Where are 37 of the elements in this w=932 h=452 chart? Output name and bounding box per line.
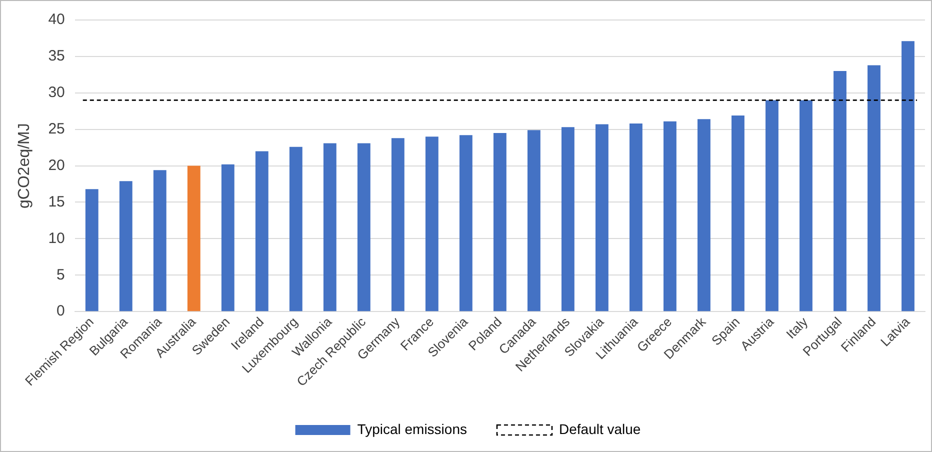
bar (221, 164, 234, 312)
bar (800, 100, 812, 312)
bar (187, 166, 200, 312)
bar (391, 138, 404, 312)
bar (357, 143, 370, 312)
bar (834, 71, 846, 312)
legend-label: Typical emissions (357, 420, 467, 437)
y-tick-label: 40 (48, 11, 65, 28)
bar (698, 119, 710, 312)
y-tick-label: 30 (48, 84, 65, 102)
y-tick-label: 0 (56, 302, 65, 320)
bar (425, 136, 438, 312)
bar (289, 146, 302, 312)
y-tick-label: 35 (48, 48, 65, 65)
bar (255, 151, 268, 312)
bar (459, 135, 472, 312)
y-axis-title: gCO2eq/MJ (16, 123, 34, 208)
y-tick-label: 20 (48, 156, 65, 174)
y-tick-label: 25 (48, 120, 65, 138)
legend-label: Default value (558, 420, 641, 437)
bar (766, 100, 778, 312)
bar (902, 41, 914, 312)
bar (595, 124, 608, 312)
y-tick-label: 5 (56, 266, 65, 284)
bar (85, 189, 98, 312)
bar (153, 170, 166, 312)
bar (493, 132, 506, 312)
bar (527, 130, 540, 312)
bar (119, 181, 132, 312)
bar (664, 121, 676, 312)
bar (561, 127, 574, 312)
y-tick-label: 10 (48, 230, 65, 247)
y-tick-label: 15 (48, 193, 65, 210)
bar (630, 124, 642, 312)
bar (868, 65, 880, 312)
bar (323, 143, 336, 312)
bar (732, 115, 744, 312)
